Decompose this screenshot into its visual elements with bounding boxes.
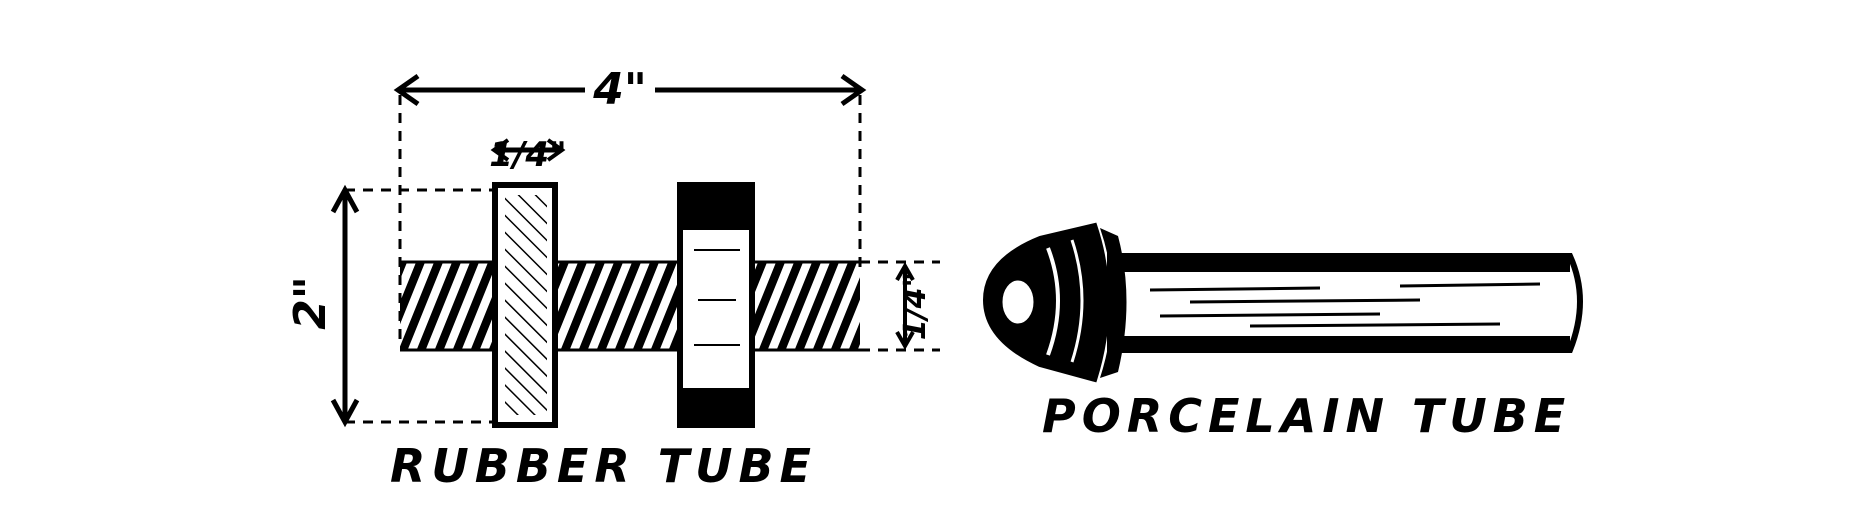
disc-thickness-label: 1/4": [489, 135, 566, 175]
rod-diameter-dimension: [860, 260, 940, 352]
porcelain-tube: PORCELAIN TUBE: [982, 222, 1583, 443]
tube-disc: [677, 182, 755, 428]
disc-thickness-dimension: [490, 138, 566, 162]
rubber-tube-caption: RUBBER TUBE: [390, 439, 817, 493]
disc-diameter-dimension: [330, 184, 495, 428]
disc-diameter-label: 2": [285, 276, 336, 330]
rubber-tube-assembly: 4" 2" 1/4": [285, 64, 940, 493]
overall-length-label: 4": [592, 64, 647, 115]
threaded-rod: [400, 260, 860, 352]
rod-diameter-label: 1/4": [898, 272, 933, 340]
porcelain-tube-caption: PORCELAIN TUBE: [1042, 389, 1571, 443]
rubber-disc: [492, 182, 558, 428]
